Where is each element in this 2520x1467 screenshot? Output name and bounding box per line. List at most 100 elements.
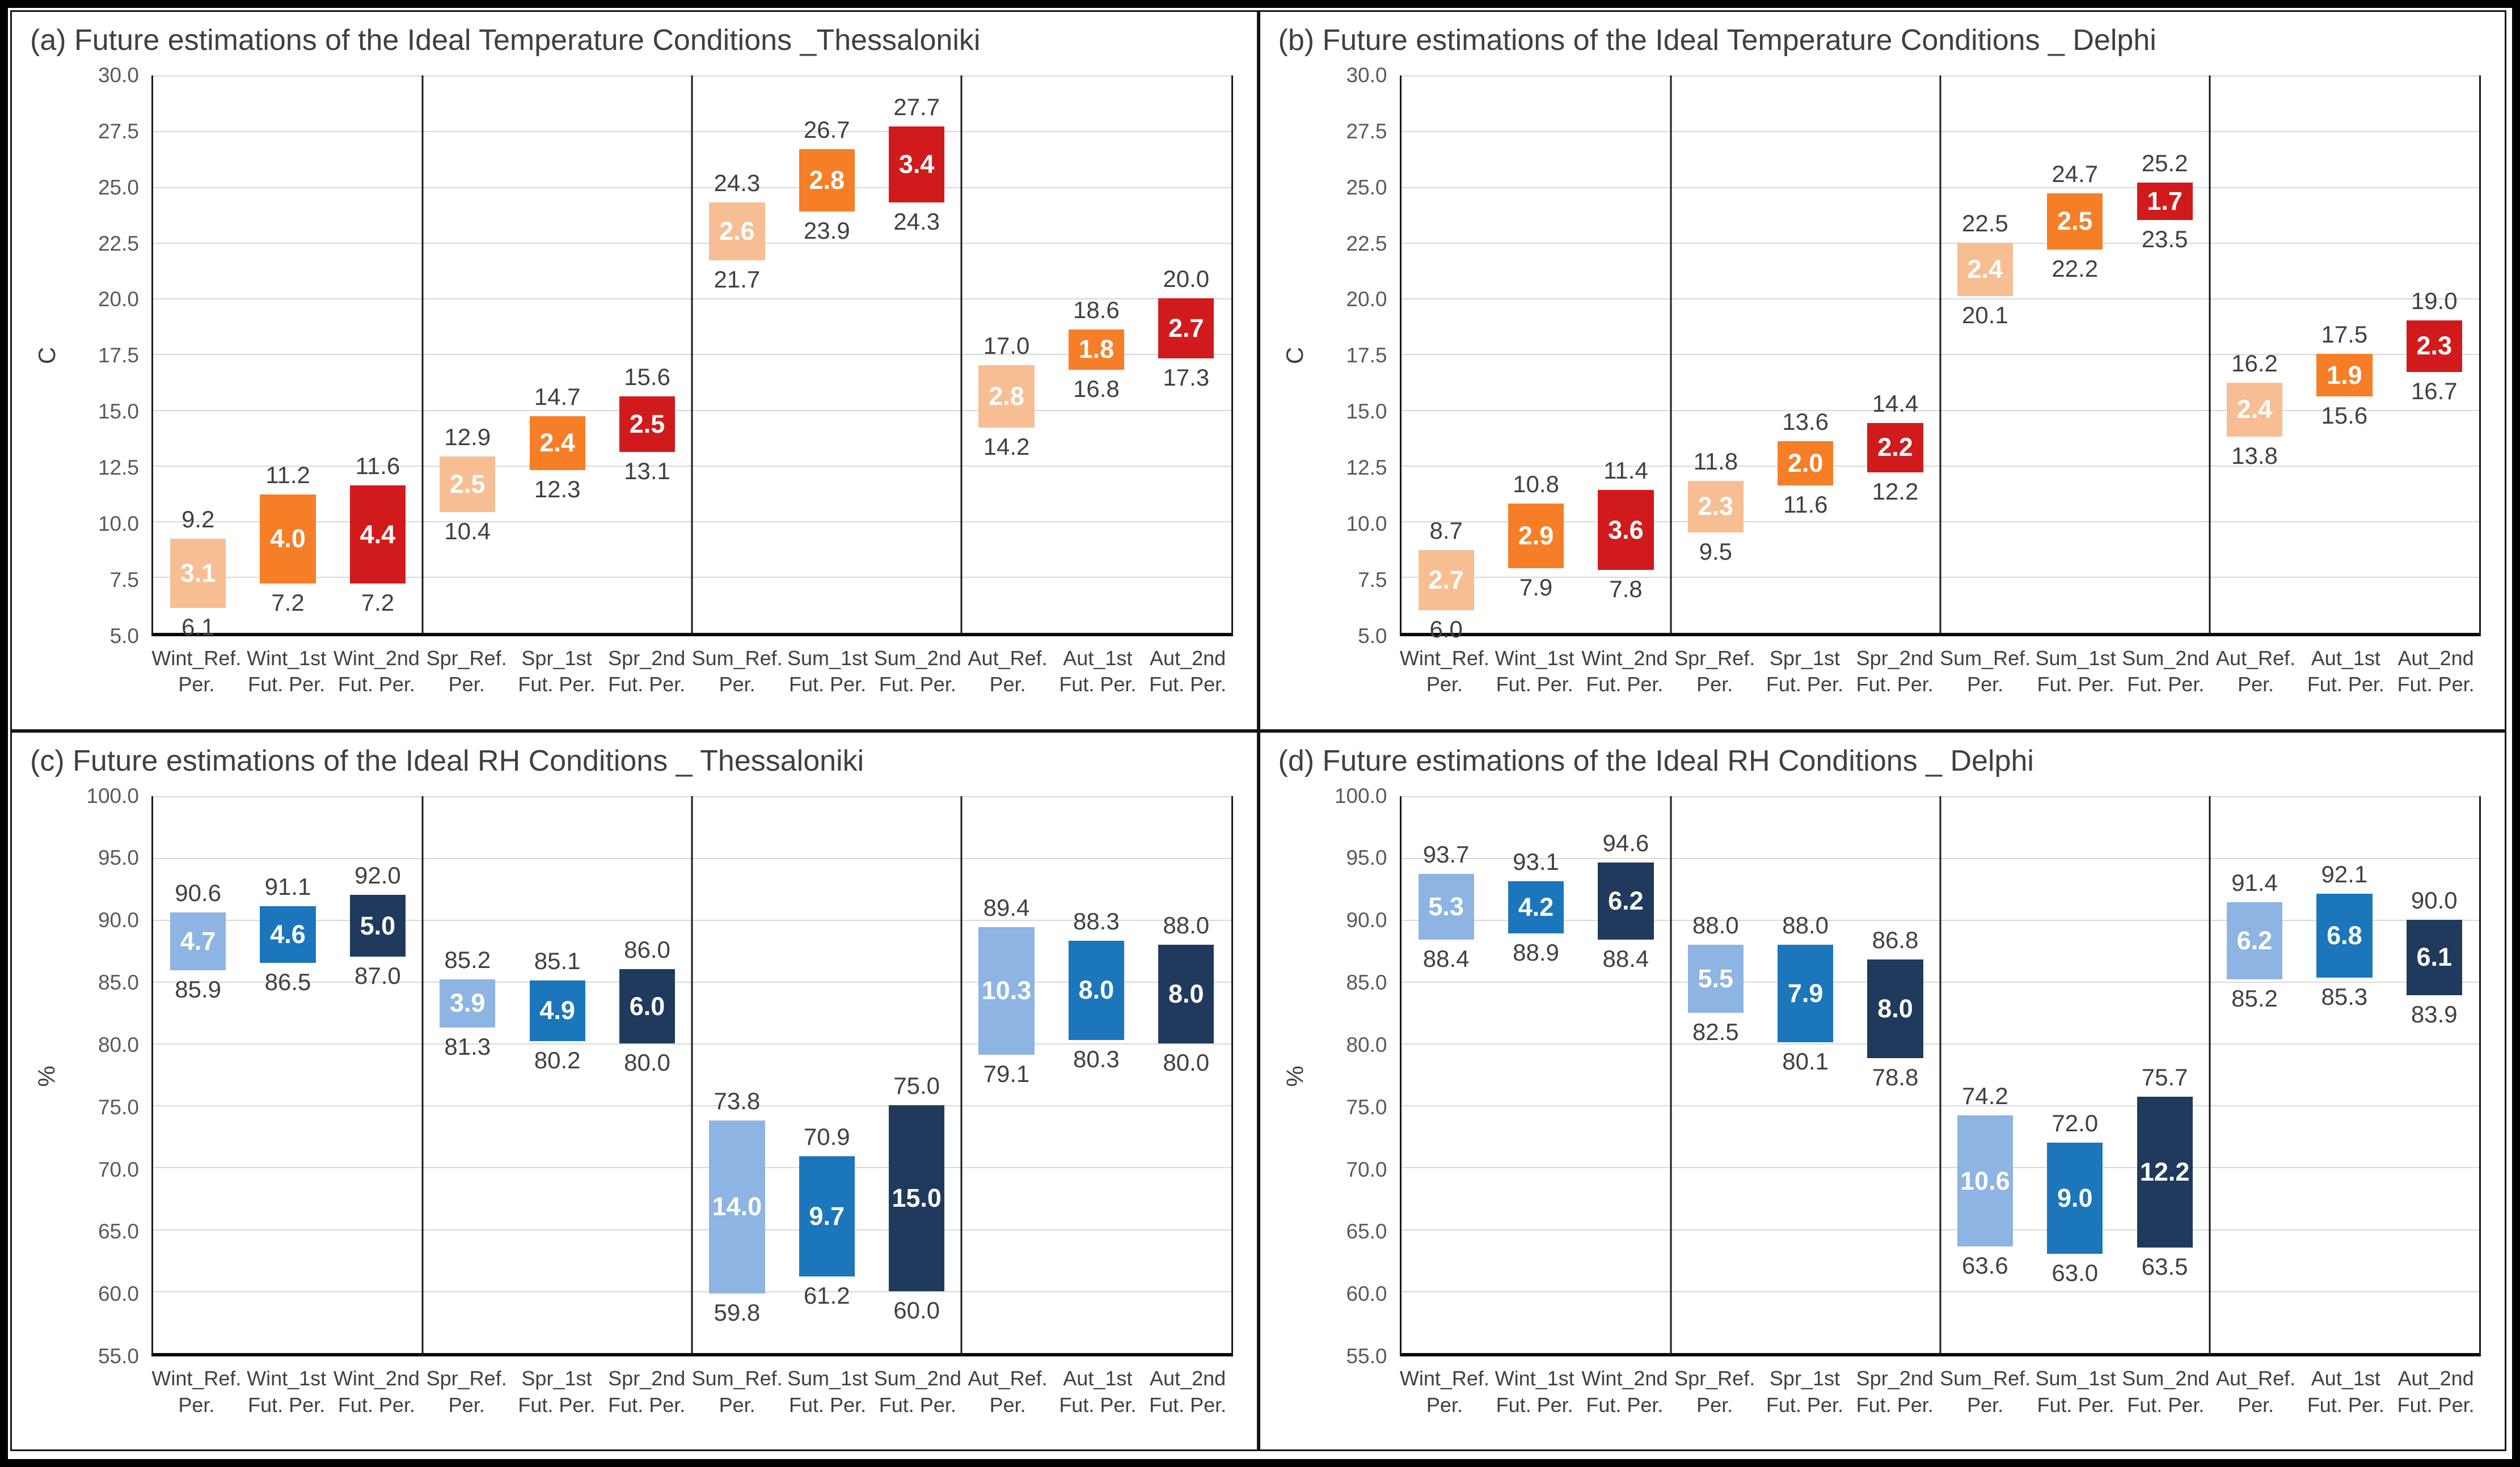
- x-category-label-line1: Aut_Ref.: [968, 1367, 1048, 1390]
- range-bar: 10.8 7.9 2.9: [1508, 471, 1564, 601]
- panel-d-rh-delphi: (d) Future estimations of the Ideal RH C…: [1258, 730, 2506, 1451]
- x-category-label-line1: Aut_Ref.: [2216, 646, 2296, 670]
- chart-area: % 100.0 95.0 90.0 85.0 80.0 75.0 70.0 65.0 60.0 5…: [27, 784, 1236, 1447]
- bar-range-label: 7.9: [1787, 978, 1823, 1008]
- bar-range-label: 3.9: [450, 988, 486, 1018]
- bar-range-label: 8.0: [1078, 975, 1115, 1005]
- range-bar: 17.0 14.2 2.8: [978, 332, 1035, 460]
- y-tick-label: 12.5: [1346, 455, 1387, 479]
- y-tick-label: 10.0: [98, 511, 139, 535]
- bar-range-label: 4.2: [1518, 892, 1554, 921]
- range-bar: 16.2 13.8 2.4: [2226, 350, 2283, 469]
- y-tick-label: 90.0: [1346, 908, 1387, 932]
- bar-range-label: 2.4: [2236, 395, 2273, 424]
- x-category-label-line1: Sum_1st: [2035, 646, 2116, 670]
- x-category-label-line2: Per.: [1426, 1393, 1463, 1417]
- x-category-label: Aut_Ref. Per.: [2211, 645, 2301, 726]
- x-category-label-line2: Per.: [719, 673, 755, 696]
- panel-title: (d) Future estimations of the Ideal RH C…: [1278, 744, 2034, 777]
- x-category-label-line2: Fut. Per.: [518, 1393, 596, 1417]
- y-tick-label: 80.0: [1346, 1033, 1387, 1056]
- x-category-label-line1: Spr_2nd: [608, 1367, 686, 1390]
- bar-max-label: 70.9: [803, 1123, 850, 1150]
- y-tick-label: 65.0: [98, 1220, 139, 1244]
- bar-min-label: 21.7: [714, 266, 761, 293]
- x-category-label-line1: Aut_1st: [2311, 1367, 2380, 1390]
- range-bar: 85.1 80.2 4.9: [529, 948, 585, 1073]
- range-bar: 11.4 7.8 3.6: [1598, 457, 1654, 602]
- bar-max-label: 75.7: [2141, 1064, 2188, 1091]
- bar-min-label: 24.3: [893, 208, 940, 235]
- season-group-separator: [1670, 75, 1672, 633]
- panel-title: (c) Future estimations of the Ideal RH C…: [30, 744, 864, 777]
- y-axis-unit: %: [1275, 796, 1316, 1357]
- bar-range-label: 2.0: [1787, 448, 1823, 477]
- x-category-label-line1: Wint_Ref.: [1399, 1367, 1489, 1390]
- y-tick-label: 100.0: [1334, 784, 1387, 808]
- bar-range-label: 2.5: [450, 470, 486, 499]
- bar-min-label: 11.6: [1783, 491, 1828, 518]
- bar-range-label: 15.0: [892, 1183, 942, 1213]
- x-category-label-line2: Per.: [1696, 673, 1733, 696]
- x-category-label: Aut_1st Fut. Per.: [1053, 1365, 1143, 1446]
- y-axis-unit-label: %: [1281, 1066, 1308, 1087]
- x-category-label-line2: Fut. Per.: [789, 1393, 867, 1417]
- x-category-label-line2: Per.: [989, 1393, 1026, 1417]
- bar-min-label: 78.8: [1872, 1064, 1919, 1091]
- bar-max-label: 86.8: [1872, 926, 1919, 953]
- x-category-label-line1: Sum_Ref.: [691, 646, 783, 670]
- x-category-label: Spr_1st Fut. Per.: [512, 645, 602, 726]
- bar-max-label: 14.4: [1872, 390, 1919, 417]
- bar-min-label: 85.3: [2321, 983, 2368, 1011]
- bar-range-label: 4.9: [539, 996, 575, 1025]
- bar-min-label: 12.2: [1872, 477, 1919, 505]
- x-axis-labels: Wint_Ref. Per. Wint_1st Fut. Per. Wint_2nd Fu…: [151, 636, 1233, 726]
- range-bar: 92.0 87.0 5.0: [349, 862, 406, 989]
- y-axis-unit: C: [1275, 75, 1316, 636]
- range-bar: 24.7 22.2 2.5: [2047, 160, 2103, 282]
- range-bar: 74.2 63.6 10.6: [1957, 1083, 2014, 1279]
- bar-min-label: 85.9: [175, 976, 222, 1003]
- range-bar: 91.1 86.5 4.6: [260, 873, 316, 995]
- bar-range-label: 4.4: [360, 519, 396, 549]
- bar-range-label: 2.5: [629, 409, 665, 439]
- bar-max-label: 26.7: [803, 116, 850, 143]
- x-category-label-line1: Spr_2nd: [1856, 1367, 1934, 1390]
- bar-max-label: 11.2: [265, 461, 310, 488]
- x-category-label: Aut_Ref. Per.: [963, 1365, 1053, 1446]
- x-category-label: Spr_Ref. Per.: [1670, 1365, 1760, 1446]
- bar-range-label: 2.3: [2416, 331, 2453, 361]
- y-tick-label: 55.0: [1346, 1345, 1387, 1368]
- bar-min-label: 20.1: [1962, 302, 2008, 329]
- bar-max-label: 72.0: [2052, 1109, 2099, 1136]
- bar-min-label: 79.1: [983, 1060, 1030, 1087]
- bar-min-label: 6.0: [1429, 616, 1463, 643]
- bar-range-label: 6.0: [629, 991, 665, 1021]
- y-tick-label: 90.0: [98, 908, 139, 932]
- bar-min-label: 82.5: [1692, 1018, 1739, 1045]
- y-tick-label: 17.5: [98, 344, 139, 367]
- range-bar: 75.0 60.0 15.0: [889, 1072, 945, 1324]
- x-category-label: Wint_2nd Fut. Per.: [332, 1365, 422, 1446]
- x-category-label-line2: Fut. Per.: [1149, 1393, 1227, 1417]
- panel-title: (b) Future estimations of the Ideal Temp…: [1278, 24, 2156, 57]
- range-bar: 91.4 85.2 6.2: [2226, 869, 2283, 1012]
- range-bar: 88.3 80.3 8.0: [1068, 908, 1125, 1072]
- x-category-label: Sum_1st Fut. Per.: [2031, 1365, 2121, 1446]
- x-category-label: Wint_2nd Fut. Per.: [332, 645, 422, 726]
- x-category-label-line2: Per.: [2238, 1393, 2274, 1417]
- x-category-label-line1: Spr_Ref.: [1674, 646, 1755, 670]
- bar-min-label: 6.1: [181, 614, 215, 641]
- y-tick-label: 27.5: [1346, 119, 1387, 143]
- bar-range-label: 1.9: [2327, 360, 2362, 390]
- bar-max-label: 85.1: [534, 947, 581, 974]
- y-tick-label: 20.0: [1346, 288, 1387, 311]
- bar-range-label: 2.8: [989, 381, 1024, 411]
- bar-min-label: 88.4: [1422, 945, 1470, 972]
- bar-range-label: 2.8: [809, 165, 845, 195]
- bar-max-label: 8.7: [1429, 517, 1463, 544]
- x-category-label: Aut_2nd Fut. Per.: [2391, 1365, 2481, 1446]
- bar-range-label: 4.6: [270, 920, 306, 949]
- x-category-label: Spr_1st Fut. Per.: [512, 1365, 602, 1446]
- bar-max-label: 17.5: [2321, 321, 2368, 348]
